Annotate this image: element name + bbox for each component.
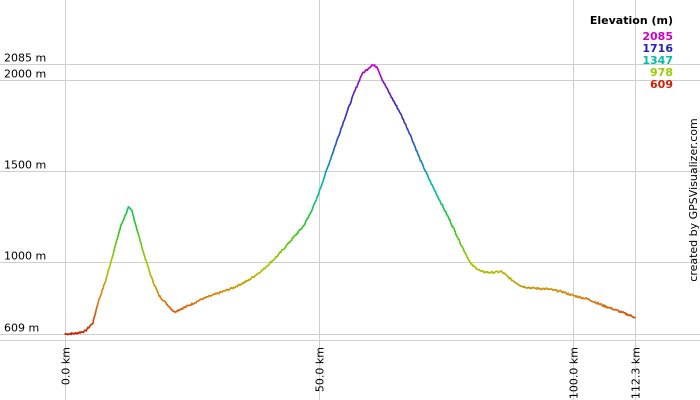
- legend-entry: 1716: [642, 42, 673, 55]
- elevation-line-segment: [92, 317, 95, 325]
- x-tick-label: 0.0 km: [60, 347, 73, 385]
- legend-entry: 978: [650, 66, 673, 79]
- legend-entry: 2085: [642, 30, 673, 43]
- credit-text: created by GPSVisualizer.com: [687, 118, 700, 281]
- x-tick-label: 50.0 km: [314, 347, 327, 392]
- x-axis-tick-labels: 0.0 km 50.0 km 100.0 km 112.3 km: [60, 347, 643, 399]
- y-tick-label: 2000 m: [4, 68, 46, 81]
- elevation-series: [64, 64, 636, 336]
- legend-entry: 1347: [642, 54, 673, 67]
- y-tick-label: 609 m: [4, 322, 39, 335]
- y-axis-tick-labels: 609 m 1000 m 1500 m 2000 m 2085 m: [4, 52, 46, 335]
- y-tick-label: 1000 m: [4, 250, 46, 263]
- legend-title: Elevation (m): [590, 14, 673, 27]
- x-tick-label: 112.3 km: [630, 347, 643, 399]
- x-tick-label: 100.0 km: [568, 347, 581, 399]
- y-tick-label: 2085 m: [4, 52, 46, 65]
- elevation-line-segment: [140, 242, 143, 249]
- legend-entry: 609: [650, 78, 673, 91]
- y-tick-label: 1500 m: [4, 159, 46, 172]
